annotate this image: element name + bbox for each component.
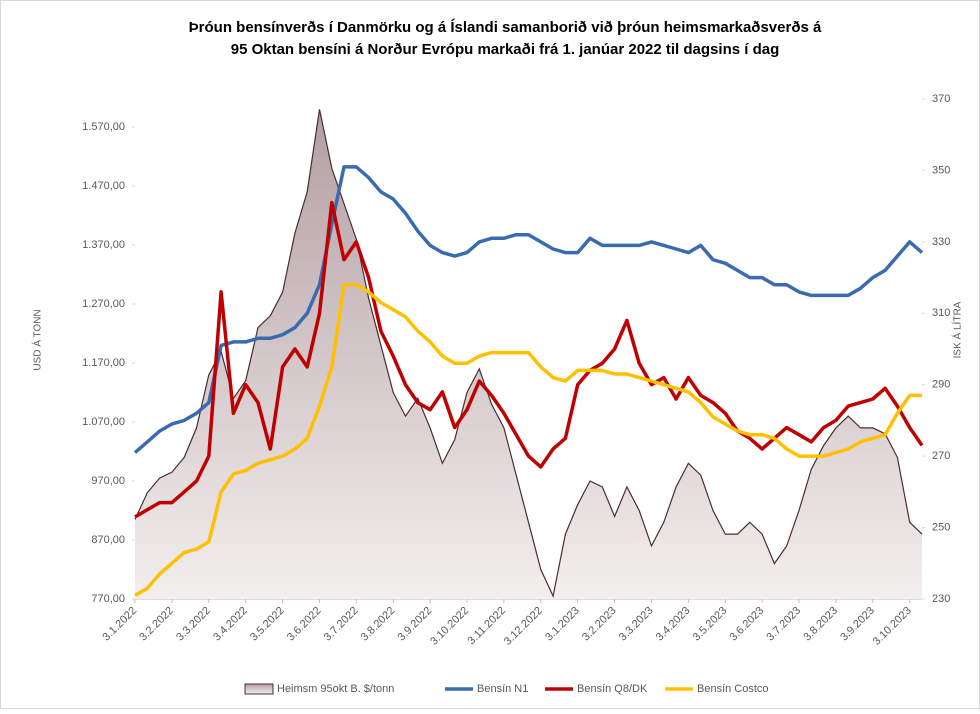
chart-title: 95 Oktan bensíni á Norður Evrópu markaði… <box>231 41 780 58</box>
y-tick-label: 1.170,00 <box>82 357 125 369</box>
y-tick-label: 970,00 <box>91 475 125 487</box>
y2-tick-label: 230 <box>932 593 950 605</box>
legend-label: Bensín N1 <box>477 683 528 695</box>
y2-tick-label: 330 <box>932 236 950 248</box>
y2-tick-label: 370 <box>932 93 950 105</box>
y-tick-label: 770,00 <box>91 593 125 605</box>
y-tick-label: 1.570,00 <box>82 121 125 133</box>
y2-tick-label: 310 <box>932 307 950 319</box>
chart-title: Þróun bensínverðs í Danmörku og á Ísland… <box>189 19 822 36</box>
legend-label: Heimsm 95okt B. $/tonn <box>277 683 394 695</box>
y2-tick-label: 270 <box>932 450 950 462</box>
area-line <box>134 109 923 599</box>
y-tick-label: 1.370,00 <box>82 239 125 251</box>
y-tick-label: 1.470,00 <box>82 180 125 192</box>
y-tick-label: 1.270,00 <box>82 298 125 310</box>
legend-swatch <box>244 683 274 695</box>
legend-label: Bensín Costco <box>697 683 769 695</box>
series-line <box>133 165 924 454</box>
y2-tick-label: 350 <box>932 164 950 176</box>
y-tick-label: 870,00 <box>91 534 125 546</box>
y2-tick-label: 290 <box>932 379 950 391</box>
legend-label: Bensín Q8/DK <box>577 683 648 695</box>
y2-axis-label: ISK Á LÍTRA <box>951 301 964 358</box>
y2-tick-label: 250 <box>932 521 950 533</box>
y-axis-label: USD Á TONN <box>31 309 44 370</box>
series-line <box>134 282 922 597</box>
series-line <box>134 200 924 519</box>
y-tick-label: 1.070,00 <box>82 416 125 428</box>
